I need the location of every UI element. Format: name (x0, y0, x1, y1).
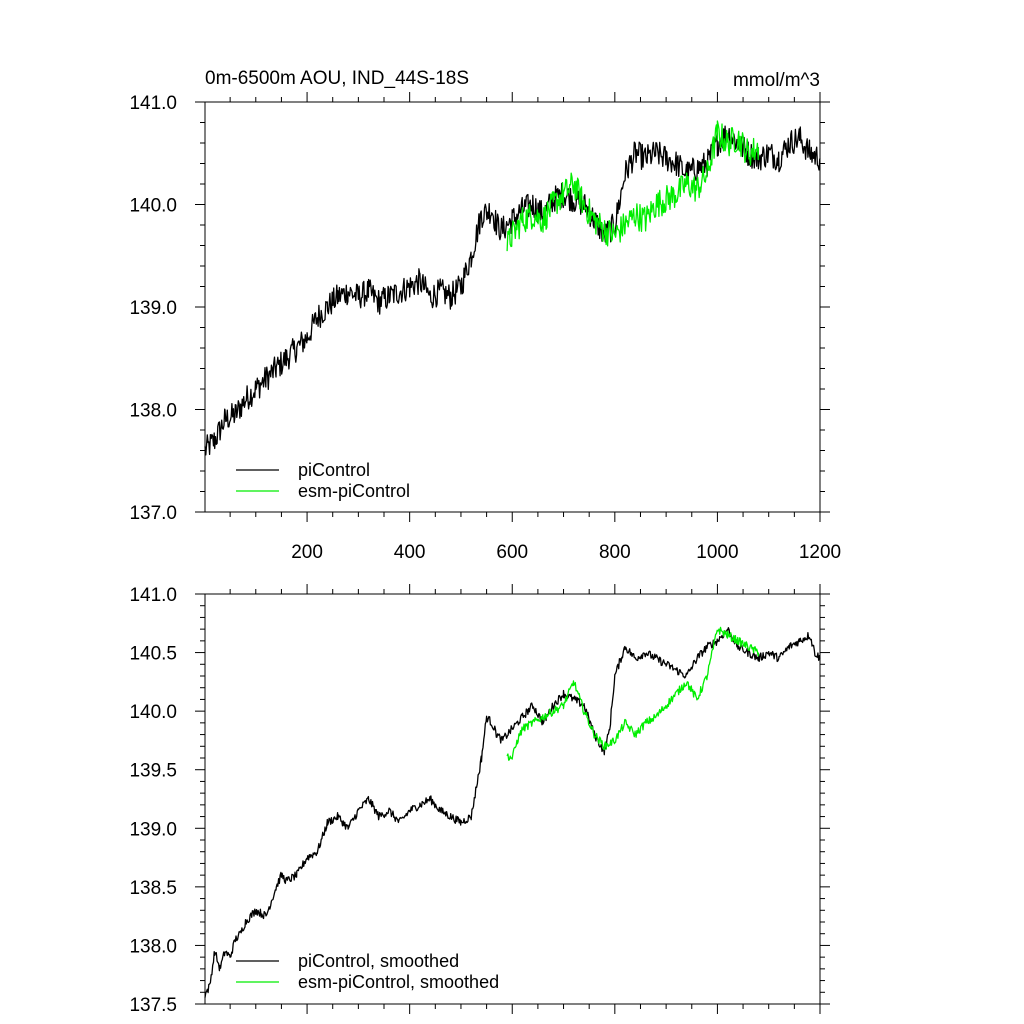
legend-label: esm-piControl (298, 481, 410, 501)
y-tick-label: 139.0 (129, 298, 177, 319)
y-tick-label: 138.0 (129, 936, 177, 957)
y-tick-label: 137.0 (129, 503, 177, 524)
y-tick-label: 139.0 (129, 819, 177, 840)
units-label: mmol/m^3 (733, 70, 820, 91)
series-line-picontrol (204, 627, 821, 998)
y-tick-label: 138.5 (129, 878, 177, 899)
y-tick-label: 137.5 (129, 995, 177, 1016)
x-tick-label: 1200 (799, 542, 841, 563)
x-tick-label: 400 (394, 542, 426, 563)
y-tick-label: 140.0 (129, 196, 177, 217)
series-line-esm-picontrol (506, 120, 760, 252)
y-tick-label: 138.0 (129, 401, 177, 422)
series-line-esm-picontrol (506, 626, 760, 761)
x-tick-label: 200 (291, 542, 323, 563)
plot-frame (204, 101, 821, 513)
chart-title: 0m-6500m AOU, IND_44S-18S (205, 68, 469, 89)
y-tick-label: 141.0 (129, 93, 177, 114)
y-tick-label: 140.5 (129, 644, 177, 665)
legend-label: esm-piControl, smoothed (298, 972, 499, 992)
x-tick-label: 600 (496, 542, 528, 563)
legend-label: piControl (298, 460, 370, 480)
plot-frame (204, 593, 821, 1005)
y-tick-label: 141.0 (129, 585, 177, 606)
top-panel: 200 400 600 800 1000 1200 137.0 138.0 139.0 140.0… (129, 92, 841, 563)
series-line-picontrol (204, 125, 821, 456)
y-tick-label: 140.0 (129, 702, 177, 723)
bottom-panel: 137.5 138.0 138.5 139.0 139.5 140.0 140.5 141.0… (129, 584, 830, 1016)
y-tick-label: 139.5 (129, 761, 177, 782)
legend-label: piControl, smoothed (298, 951, 459, 971)
x-tick-label: 1000 (696, 542, 738, 563)
x-tick-label: 800 (599, 542, 631, 563)
